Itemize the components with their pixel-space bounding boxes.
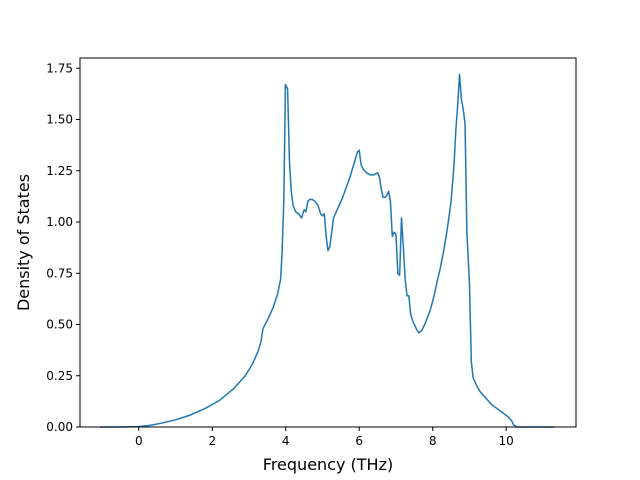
y-tick-label: 1.25 (46, 164, 73, 178)
y-tick-label: 1.00 (46, 215, 73, 229)
x-tick-label: 0 (135, 434, 143, 448)
dos-series-line (100, 73, 554, 428)
y-tick-label: 0.75 (46, 266, 73, 280)
y-tick-label: 1.50 (46, 113, 73, 127)
x-tick-label: 10 (499, 434, 514, 448)
y-axis-label: Density of States (14, 174, 33, 311)
y-tick-label: 1.75 (46, 61, 73, 75)
y-tick-label: 0.25 (46, 369, 73, 383)
x-tick-label: 2 (208, 434, 216, 448)
y-tick-label: 0.50 (46, 318, 73, 332)
x-tick-label: 4 (282, 434, 290, 448)
x-axis-label: Frequency (THz) (263, 455, 393, 474)
plot-area-background (80, 58, 576, 427)
x-tick-label: 8 (429, 434, 437, 448)
x-tick-label: 6 (355, 434, 363, 448)
x-axis-ticks: 0 2 4 6 8 10 (135, 427, 514, 448)
axes-frame (79, 57, 577, 428)
y-axis-ticks: 0.00 0.25 0.50 0.75 1.00 1.25 1.50 1.75 (46, 61, 80, 434)
y-tick-label: 0.00 (46, 420, 73, 434)
